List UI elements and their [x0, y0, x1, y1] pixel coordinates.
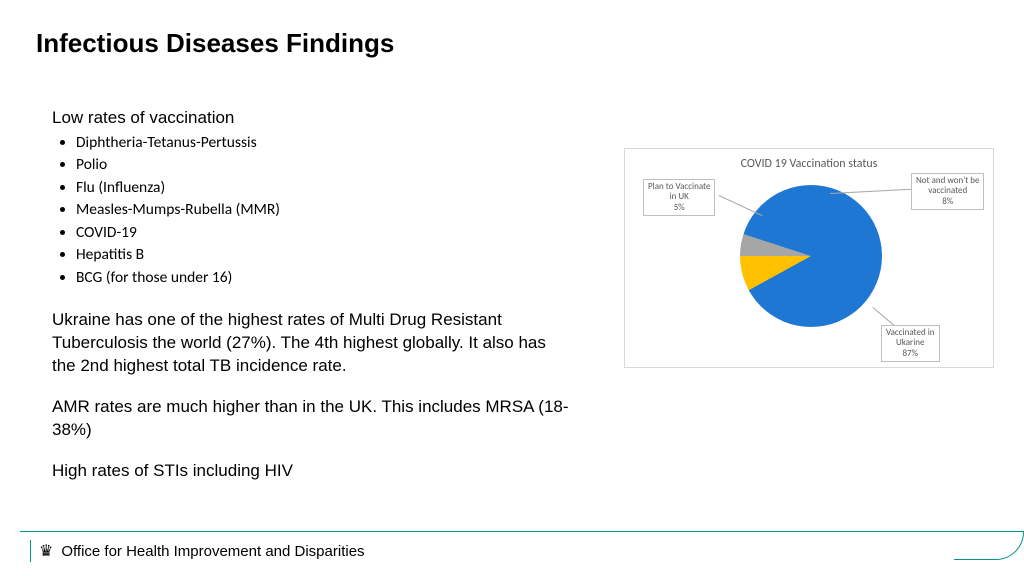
paragraph: AMR rates are much higher than in the UK…: [52, 396, 572, 442]
footer: ♛ Office for Health Improvement and Disp…: [30, 540, 365, 562]
list-item: Flu (Influenza): [76, 177, 572, 199]
list-item: Measles-Mumps-Rubella (MMR): [76, 199, 572, 221]
page-title: Infectious Diseases Findings: [36, 28, 394, 59]
body-text: Low rates of vaccination Diphtheria-Teta…: [52, 108, 572, 501]
chart-callout: Vaccinated inUkarine87%: [881, 325, 940, 362]
org-name: Office for Health Improvement and Dispar…: [61, 543, 364, 560]
slide: Infectious Diseases Findings Low rates o…: [0, 0, 1024, 576]
list-heading: Low rates of vaccination: [52, 108, 572, 128]
list-item: Hepatitis B: [76, 244, 572, 266]
list-item: Polio: [76, 154, 572, 176]
pie-chart: COVID 19 Vaccination status Vaccinated i…: [624, 148, 994, 368]
chart-title: COVID 19 Vaccination status: [625, 157, 993, 171]
footer-curve: [954, 532, 1024, 560]
paragraph: High rates of STIs including HIV: [52, 460, 572, 483]
footer-divider: [30, 540, 31, 562]
footer-separator: [20, 531, 1024, 533]
crest-icon: ♛: [39, 541, 53, 561]
list-item: BCG (for those under 16): [76, 267, 572, 289]
pie-wrap: [740, 185, 882, 327]
chart-callout: Plan to Vaccinatein UK5%: [643, 179, 715, 216]
list-item: COVID-19: [76, 222, 572, 244]
list-item: Diphtheria-Tetanus-Pertussis: [76, 132, 572, 154]
bullet-list: Diphtheria-Tetanus-Pertussis Polio Flu (…: [52, 132, 572, 289]
pie: [740, 185, 882, 327]
chart-callout: Not and won't bevaccinated8%: [911, 173, 984, 210]
paragraph: Ukraine has one of the highest rates of …: [52, 309, 572, 378]
